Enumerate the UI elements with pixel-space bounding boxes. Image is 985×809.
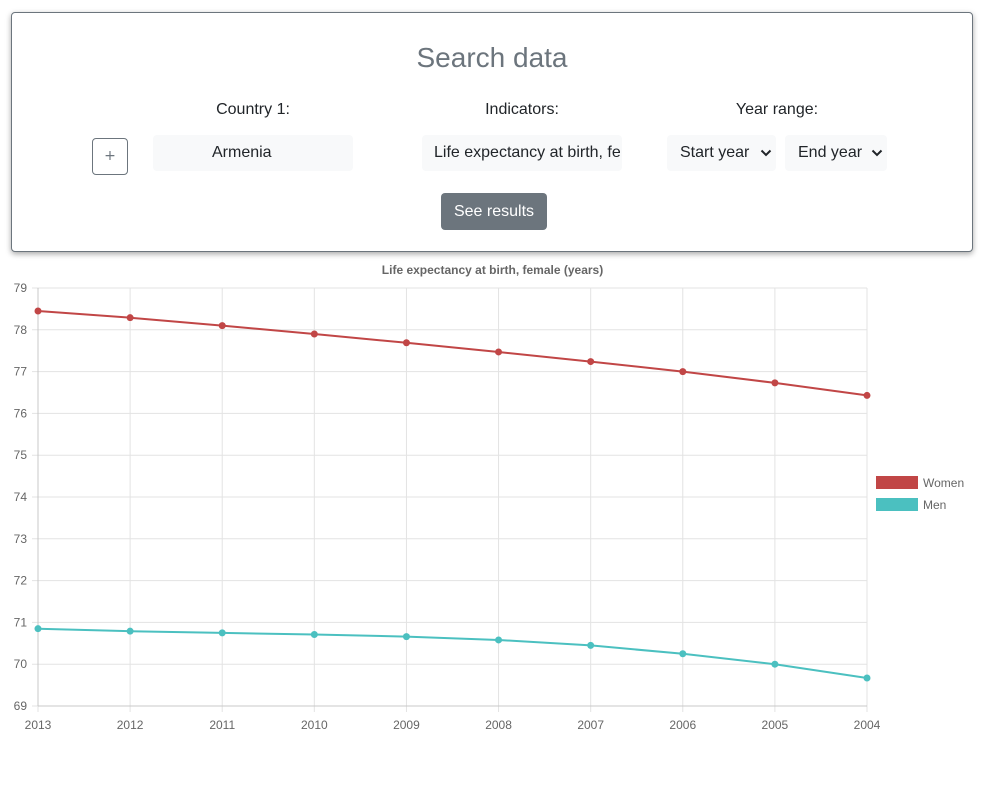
men-data-point bbox=[679, 650, 687, 658]
chart-title: Life expectancy at birth, female (years) bbox=[382, 263, 603, 277]
y-tick-label: 71 bbox=[14, 615, 28, 629]
search-title: Search data bbox=[416, 42, 568, 73]
women-data-point bbox=[679, 368, 687, 376]
search-panel: Search data Country 1: Indicators: Year … bbox=[11, 12, 973, 252]
x-tick-label: 2009 bbox=[393, 718, 420, 732]
men-data-point bbox=[771, 660, 779, 668]
men-data-point bbox=[495, 636, 503, 644]
x-tick-label: 2007 bbox=[577, 718, 604, 732]
chevron-down-icon bbox=[759, 135, 773, 171]
country-input[interactable] bbox=[153, 135, 353, 171]
end-year-select[interactable]: End year bbox=[785, 135, 887, 171]
women-data-point bbox=[863, 391, 871, 399]
women-data-point bbox=[218, 322, 226, 330]
chevron-down-icon bbox=[870, 135, 884, 171]
x-tick-label: 2012 bbox=[117, 718, 144, 732]
start-year-label: Start year bbox=[680, 144, 750, 161]
x-tick-label: 2006 bbox=[669, 718, 696, 732]
y-tick-label: 69 bbox=[14, 699, 28, 713]
see-results-button[interactable]: See results bbox=[441, 193, 547, 230]
x-tick-label: 2005 bbox=[762, 718, 789, 732]
y-tick-label: 75 bbox=[14, 448, 28, 462]
women-data-point bbox=[126, 314, 134, 322]
men-data-point bbox=[126, 627, 134, 635]
men-data-point bbox=[863, 674, 871, 682]
x-tick-label: 2013 bbox=[25, 718, 52, 732]
y-tick-label: 72 bbox=[14, 574, 28, 588]
women-data-point bbox=[402, 339, 410, 347]
add-country-button[interactable]: + bbox=[92, 138, 128, 175]
men-data-point bbox=[218, 629, 226, 637]
y-tick-label: 76 bbox=[14, 406, 28, 420]
y-tick-label: 77 bbox=[14, 365, 28, 379]
women-data-point bbox=[771, 379, 779, 387]
women-series-line bbox=[37, 310, 868, 397]
indicators-label: Indicators: bbox=[485, 101, 559, 118]
legend-label-women[interactable]: Women bbox=[923, 476, 964, 490]
y-tick-label: 74 bbox=[14, 490, 28, 504]
y-tick-label: 73 bbox=[14, 532, 28, 546]
women-data-point bbox=[495, 348, 503, 356]
y-tick-label: 70 bbox=[14, 657, 28, 671]
legend-swatch-men[interactable] bbox=[876, 498, 918, 511]
x-tick-label: 2008 bbox=[485, 718, 512, 732]
end-year-label: End year bbox=[798, 144, 863, 161]
women-data-point bbox=[310, 330, 318, 338]
x-tick-label: 2011 bbox=[209, 718, 235, 732]
women-data-point bbox=[34, 307, 42, 315]
legend-swatch-women[interactable] bbox=[876, 476, 918, 489]
x-tick-label: 2004 bbox=[854, 718, 881, 732]
life-expectancy-chart: Life expectancy at birth, female (years)… bbox=[14, 263, 965, 732]
y-tick-label: 78 bbox=[14, 323, 28, 337]
start-year-select[interactable]: Start year bbox=[667, 135, 776, 171]
men-data-point bbox=[402, 633, 410, 641]
men-data-point bbox=[310, 631, 318, 639]
men-series-line bbox=[37, 627, 868, 679]
legend-label-men[interactable]: Men bbox=[923, 498, 946, 512]
year-range-label: Year range: bbox=[735, 101, 819, 118]
indicator-input[interactable] bbox=[422, 135, 622, 171]
y-tick-label: 79 bbox=[14, 281, 28, 295]
country-label: Country 1: bbox=[216, 101, 290, 118]
x-tick-label: 2010 bbox=[301, 718, 328, 732]
women-data-point bbox=[587, 358, 595, 366]
men-data-point bbox=[587, 641, 595, 649]
men-data-point bbox=[34, 625, 42, 633]
